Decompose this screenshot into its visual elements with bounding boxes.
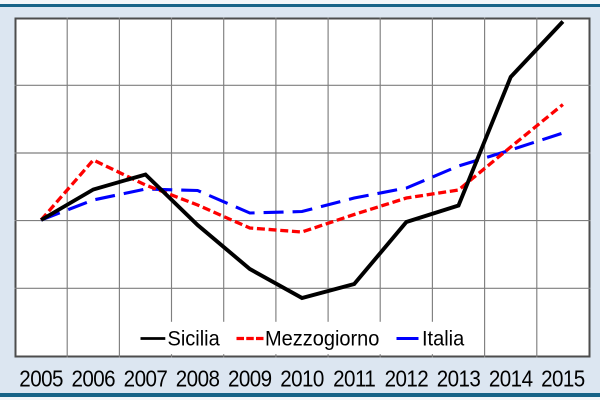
svg-text:2011: 2011: [333, 366, 375, 392]
svg-text:Mezzogiorno: Mezzogiorno: [265, 327, 379, 351]
svg-text:2010: 2010: [280, 366, 324, 392]
svg-text:2005: 2005: [19, 366, 63, 392]
svg-text:Italia: Italia: [422, 327, 465, 351]
svg-text:2009: 2009: [228, 366, 272, 392]
svg-text:2015: 2015: [541, 366, 585, 392]
svg-text:2014: 2014: [489, 366, 533, 392]
svg-text:2008: 2008: [176, 366, 220, 392]
svg-text:2013: 2013: [437, 366, 481, 392]
svg-text:2012: 2012: [385, 366, 429, 392]
svg-text:2007: 2007: [124, 366, 168, 392]
svg-text:2006: 2006: [71, 366, 115, 392]
svg-text:Sicilia: Sicilia: [168, 327, 221, 351]
